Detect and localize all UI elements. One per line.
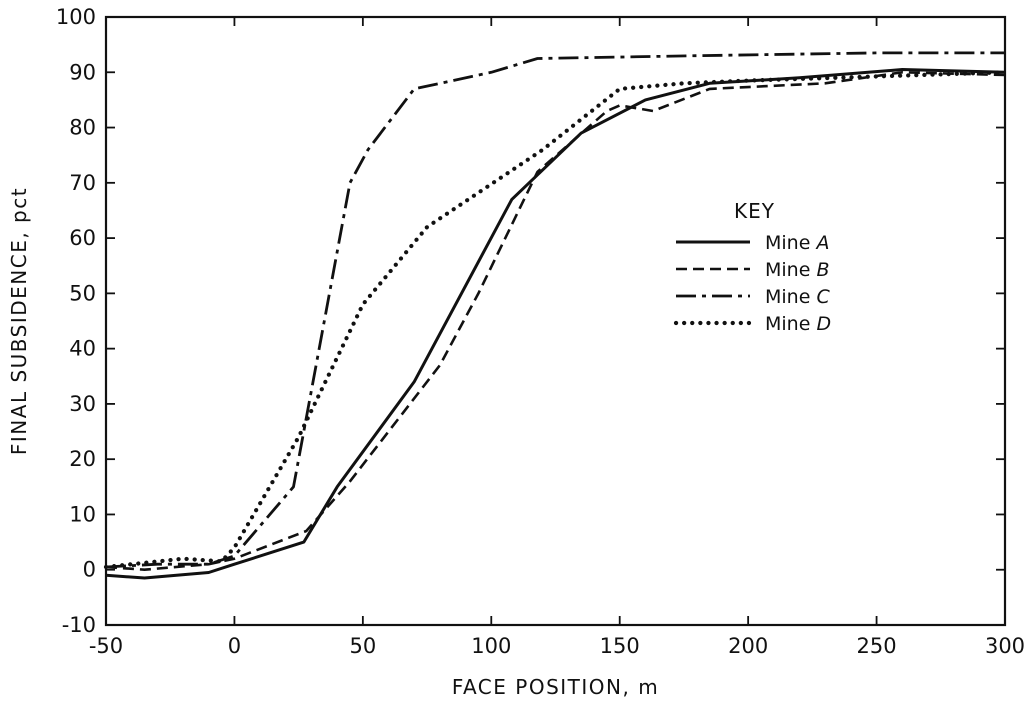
legend-label-prefix: Mine xyxy=(765,232,816,254)
legend-label-prefix: Mine xyxy=(765,286,816,308)
y-tick-label: 60 xyxy=(69,226,96,250)
y-tick-labels: -10 0 10 20 30 40 50 60 70 80 90 100 xyxy=(56,5,96,637)
x-tick-label: 0 xyxy=(228,634,241,658)
y-tick-label: 90 xyxy=(69,60,96,84)
axis-ticks xyxy=(105,16,1006,626)
legend-label-prefix: Mine xyxy=(765,313,816,335)
series-line-c xyxy=(105,51,1005,569)
y-tick-label: 50 xyxy=(69,281,96,305)
y-tick-label: 10 xyxy=(69,502,96,526)
legend-title: KEY xyxy=(734,199,775,223)
legend-label-letter: D xyxy=(816,313,831,335)
y-tick-label: 30 xyxy=(69,392,96,416)
legend-label: Mine A xyxy=(765,232,829,254)
x-tick-labels: -50 0 50 100 150 200 250 300 xyxy=(89,634,1025,658)
legend-label-letter: C xyxy=(816,286,830,308)
legend-entry: Mine A xyxy=(676,232,829,254)
plot-area xyxy=(103,15,1008,627)
legend-label: Mine D xyxy=(765,313,831,335)
legend-entry: Mine B xyxy=(676,259,830,281)
y-tick-label: 80 xyxy=(69,116,96,140)
legend-label-letter: A xyxy=(814,232,829,254)
x-tick-label: -50 xyxy=(89,634,123,658)
x-tick-label: 50 xyxy=(349,634,376,658)
legend-label: Mine B xyxy=(765,259,830,281)
x-axis-title: FACE POSITION, m xyxy=(452,675,659,699)
legend-entry: Mine D xyxy=(673,313,831,335)
y-axis-title: FINAL SUBSIDENCE, pct xyxy=(7,187,31,455)
y-tick-label: 70 xyxy=(69,171,96,195)
series-line-b xyxy=(105,71,1006,571)
x-tick-label: 250 xyxy=(857,634,897,658)
data-series xyxy=(103,51,1008,580)
series-line-a xyxy=(105,68,1006,580)
x-tick-label: 200 xyxy=(728,634,768,658)
y-tick-label: 100 xyxy=(56,5,96,29)
x-tick-label: 300 xyxy=(985,634,1025,658)
y-tick-label: 40 xyxy=(69,337,96,361)
y-tick-label: 0 xyxy=(83,558,96,582)
x-tick-label: 100 xyxy=(471,634,511,658)
legend-label-prefix: Mine xyxy=(765,259,816,281)
y-tick-label: -10 xyxy=(62,613,96,637)
legend-label-letter: B xyxy=(816,259,829,281)
series-line-d xyxy=(103,70,1008,570)
y-tick-label: 20 xyxy=(69,447,96,471)
x-tick-label: 150 xyxy=(600,634,640,658)
legend-entry: Mine C xyxy=(676,286,830,308)
legend-label: Mine C xyxy=(765,286,830,308)
plot-frame xyxy=(104,15,1007,627)
